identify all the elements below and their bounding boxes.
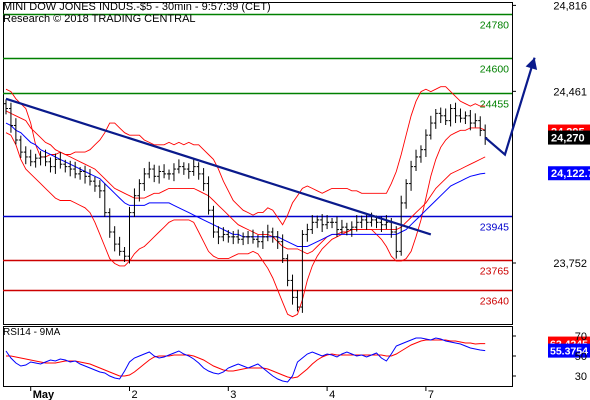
y-axis: 24,816 24,461 23,752 [512,0,587,270]
moving-average-tag-text: 24,122.7 [551,168,590,180]
rsi-title: RSI14 - 9MA [3,327,61,338]
rsi-value-tag-text: 55.3754 [550,346,588,358]
rsi-panel: 70 50 30 [5,331,587,383]
x-tick-label-4: 4 [329,389,335,400]
rsi-plot-border [3,326,513,387]
moving-average-line [5,122,486,247]
main-plot-border [3,2,513,325]
x-tick-label-2: 2 [132,389,138,400]
bollinger-upper-line [5,86,486,226]
copyright-text: Research © 2018 TRADING CENTRAL [3,13,196,25]
rsi-tick-label-30: 30 [575,371,587,383]
moving-average-tag-box [548,166,590,181]
downtrend-line [5,97,432,236]
forecast-arrow-head [525,57,538,70]
level-label-24600: 24600 [480,64,509,76]
trendline-group [5,57,538,236]
bollinger-lower-line [5,127,486,318]
y-tick-label-24,816: 24,816 [553,0,587,12]
last-price-tag-box [548,130,590,145]
x-tick-label-May: May [33,389,55,400]
price-bars [4,99,488,313]
levels-group: 24780 24600 24455 23945 23765 23640 [3,13,512,308]
x-tick-label-7: 7 [428,389,434,400]
level-label-24780: 24780 [480,20,509,32]
rsi-ma-line [6,339,486,379]
rsi-line [5,337,486,383]
level-label-23945: 23945 [480,222,509,234]
level-label-24455: 24455 [480,99,509,111]
rsi-tick-label-70: 70 [575,331,587,343]
level-label-23765: 23765 [480,266,509,278]
y-tick-label-24,461: 24,461 [553,86,587,98]
moving-average-group [5,122,486,247]
last-price-tag-text: 24,270 [551,133,585,145]
x-tick-label-3: 3 [230,389,236,400]
plot-frame [3,2,513,387]
level-label-23640: 23640 [480,296,509,308]
forecast-arrow-line [484,57,536,157]
bollinger-bands [5,86,486,318]
bollinger-middle-line [5,110,486,255]
x-axis: May 2 3 4 7 [30,386,434,400]
rsi-tick-label-50: 50 [575,351,587,363]
y-tick-label-23,752: 23,752 [553,258,587,270]
rsi-value-tag-box [548,343,590,358]
chart-title: MINI DOW JONES INDUS.-$5 - 30min - 9:57:… [3,1,271,13]
